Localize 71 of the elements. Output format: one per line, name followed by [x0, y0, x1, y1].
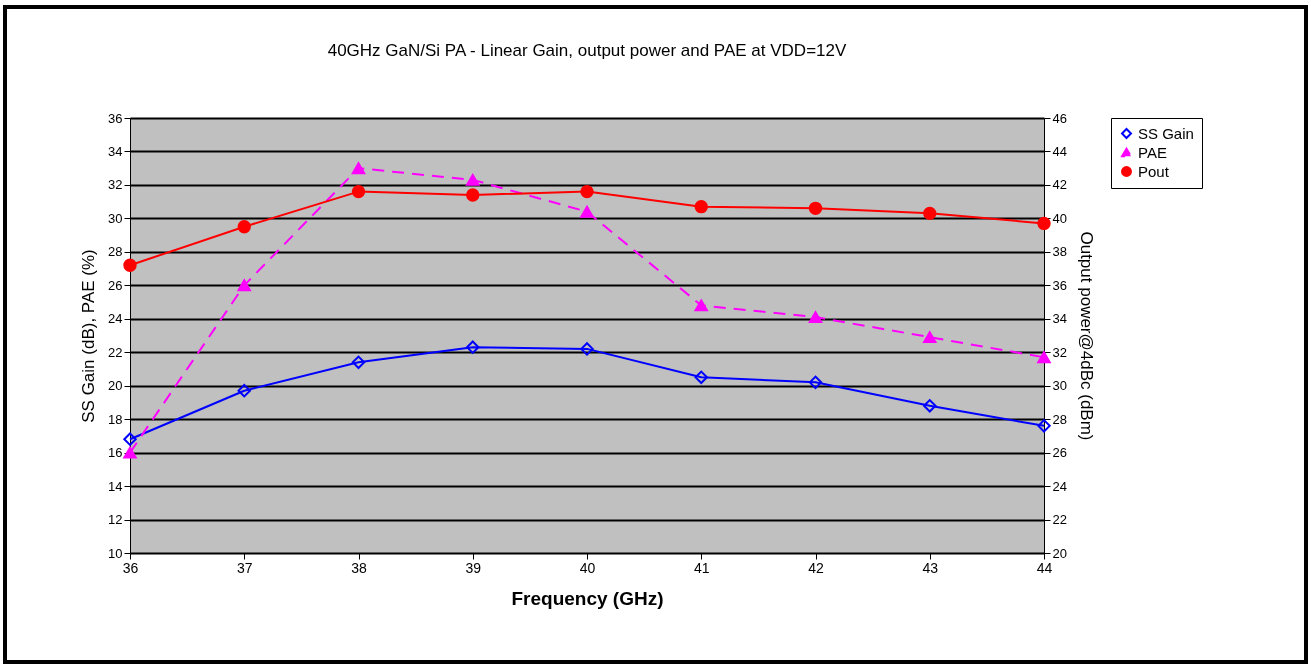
y2-tick-label: 38: [1052, 244, 1067, 260]
point: [123, 446, 137, 459]
point: [580, 205, 594, 218]
x-tick-label: 39: [465, 559, 482, 576]
point: [1037, 216, 1051, 231]
y-tick-label: 12: [108, 512, 123, 528]
y-tick-label: 26: [108, 277, 123, 293]
x-tick-label: 40: [579, 559, 596, 576]
point: [351, 162, 366, 175]
y-tick-label: 28: [108, 244, 123, 260]
y-tick-label: 32: [108, 177, 123, 193]
y2-tick-label: 34: [1052, 311, 1067, 327]
x-tick-label: 42: [808, 559, 824, 576]
point: [123, 432, 137, 446]
y-tick-label: 36: [108, 110, 123, 126]
point: [466, 340, 480, 354]
legend-label: SS Gain: [1138, 124, 1194, 142]
y2-tick-label: 40: [1052, 210, 1067, 226]
y-tick-label: 22: [108, 344, 123, 360]
y-tick-label: 16: [108, 445, 123, 461]
point: [466, 173, 480, 186]
point: [694, 370, 708, 385]
legend-label: Pout: [1138, 162, 1170, 180]
y2-tick-label: 42: [1052, 177, 1067, 193]
point: [237, 279, 251, 292]
y-tick-label: 18: [108, 411, 123, 427]
y-axis-title: SS Gain (dB), PAE (%): [79, 249, 99, 423]
point: [808, 375, 823, 390]
y2-tick-label: 28: [1052, 411, 1067, 427]
y-tick-label: 30: [108, 210, 123, 226]
y2-tick-label: 24: [1052, 478, 1067, 494]
x-tick-label: 44: [1036, 559, 1053, 576]
point: [466, 188, 480, 202]
point: [237, 384, 251, 398]
y-tick-label: 20: [108, 378, 123, 394]
chart-title: 40GHz GaN/Si PA - Linear Gain, output power and PAE at VDD=12V: [327, 41, 847, 60]
y2-axis-title: Output power@4dBc (dBm): [1076, 231, 1096, 441]
y-tick-label: 14: [108, 478, 123, 494]
legend-label: PAE: [1138, 143, 1167, 161]
y2-tick-label: 46: [1052, 110, 1067, 126]
point: [580, 342, 594, 356]
point: [1037, 351, 1051, 364]
y2-tick-label: 30: [1052, 378, 1067, 394]
point: [1037, 419, 1051, 433]
x-tick-label: 43: [922, 559, 939, 576]
x-tick-label: 41: [693, 559, 710, 576]
point: [923, 331, 937, 344]
y-tick-label: 10: [108, 545, 123, 561]
y2-tick-label: 22: [1052, 512, 1067, 528]
y2-tick-label: 20: [1052, 545, 1067, 561]
y-tick-label: 24: [108, 311, 123, 327]
point: [923, 206, 937, 221]
point: [808, 311, 823, 324]
y2-tick-label: 26: [1052, 445, 1067, 461]
point: [237, 220, 251, 234]
point: [923, 399, 937, 413]
y2-tick-label: 44: [1052, 143, 1067, 159]
y2-tick-label: 36: [1052, 277, 1067, 293]
point: [123, 258, 137, 272]
point: [351, 355, 366, 369]
point: [694, 299, 708, 312]
point: [694, 199, 708, 214]
y2-tick-label: 32: [1052, 344, 1067, 360]
x-tick-label: 37: [236, 559, 253, 576]
point: [351, 184, 366, 199]
x-axis-title: Frequency (GHz): [511, 587, 664, 609]
x-tick-label: 38: [351, 559, 367, 576]
x-tick-label: 36: [122, 559, 139, 576]
y-tick-label: 34: [108, 143, 123, 159]
point: [808, 201, 823, 216]
point: [580, 184, 594, 199]
